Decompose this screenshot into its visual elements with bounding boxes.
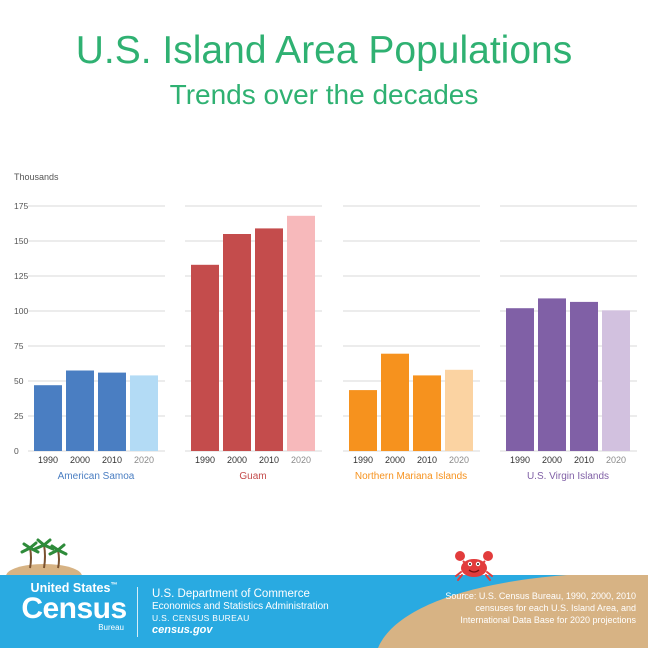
x-tick-label: 2020	[291, 455, 311, 465]
bar	[130, 375, 158, 451]
dept-admin: Economics and Statistics Administration	[152, 601, 329, 612]
x-tick-label: 1990	[510, 455, 530, 465]
department-info: U.S. Department of Commerce Economics an…	[152, 587, 329, 637]
bar	[445, 369, 473, 451]
x-tick-label: 2000	[385, 455, 405, 465]
x-tick-label: 2010	[102, 455, 122, 465]
chart-subtitle: Trends over the decades	[170, 79, 479, 110]
y-tick-label: 125	[14, 271, 28, 281]
footer-divider	[137, 587, 138, 637]
dept-bureau: U.S. CENSUS BUREAU	[152, 613, 250, 623]
y-tick-label: 100	[14, 306, 28, 316]
bar	[570, 301, 598, 451]
x-tick-label: 2010	[417, 455, 437, 465]
brand-trademark: ™	[110, 582, 118, 589]
x-tick-label: 2010	[574, 455, 594, 465]
dept-name: U.S. Department of Commerce	[152, 588, 310, 600]
bar	[34, 385, 62, 451]
panel-labels: American Samoa Guam Northern Mariana Islan…	[58, 471, 609, 482]
footer-bar: United States™ Census Bureau U.S. Depart…	[0, 575, 648, 648]
panel-label: U.S. Virgin Islands	[527, 471, 609, 482]
bar	[287, 215, 315, 451]
x-tick-label: 1990	[38, 455, 58, 465]
x-tick-label: 2000	[227, 455, 247, 465]
x-tick-label: 1990	[353, 455, 373, 465]
x-tick-label: 2010	[259, 455, 279, 465]
y-tick-label: 50	[14, 376, 24, 386]
bar	[98, 372, 126, 451]
census-gov-link[interactable]: census.gov	[152, 624, 213, 636]
x-tick-label: 2020	[606, 455, 626, 465]
bars	[34, 215, 630, 451]
x-tick-labels: 1990 2000 2010 2020 1990 2000 2010 2020 1990 2000…	[38, 455, 626, 465]
chart: U.S. Island Area Populations Trends over…	[6, 29, 637, 575]
crab-icon	[455, 551, 493, 581]
y-axis-label: Thousands	[14, 172, 59, 182]
census-logo[interactable]: United States™ Census Bureau	[18, 579, 130, 632]
palm-island-icon	[6, 538, 82, 575]
sand-beach	[378, 575, 648, 648]
y-tick-label: 0	[14, 446, 19, 456]
panel-label: American Samoa	[58, 471, 135, 482]
bar	[66, 370, 94, 451]
x-tick-label: 2000	[542, 455, 562, 465]
bar	[349, 390, 377, 451]
brand-top-text: United States	[30, 581, 111, 596]
x-tick-label: 1990	[195, 455, 215, 465]
bar	[413, 375, 441, 451]
bar	[506, 308, 534, 451]
bar	[381, 353, 409, 451]
y-tick-label: 150	[14, 236, 28, 246]
x-tick-label: 2020	[134, 455, 154, 465]
bar	[602, 310, 630, 451]
bar	[255, 228, 283, 451]
y-tick-label: 75	[14, 341, 24, 351]
bar	[191, 264, 219, 451]
x-tick-label: 2020	[449, 455, 469, 465]
y-tick-label: 25	[14, 411, 24, 421]
brand-census-text: Census	[21, 592, 127, 626]
source-line-1: Source: U.S. Census Bureau, 1990, 2000, …	[445, 591, 636, 601]
x-tick-label: 2000	[70, 455, 90, 465]
brand-bureau-text: Bureau	[98, 623, 124, 633]
bar	[223, 234, 251, 451]
y-tick-label: 175	[14, 201, 28, 211]
bar	[538, 298, 566, 451]
source-line-3: International Data Base for 2020 project…	[460, 615, 636, 625]
y-tick-labels: 0 25 50 75 100 125 150 175	[14, 201, 28, 456]
panel-label: Guam	[239, 471, 266, 482]
chart-title: U.S. Island Area Populations	[76, 29, 572, 72]
source-note: Source: U.S. Census Bureau, 1990, 2000, …	[426, 590, 636, 626]
panel-label: Northern Mariana Islands	[355, 471, 467, 482]
source-line-2: censuses for each U.S. Island Area, and	[475, 603, 636, 613]
